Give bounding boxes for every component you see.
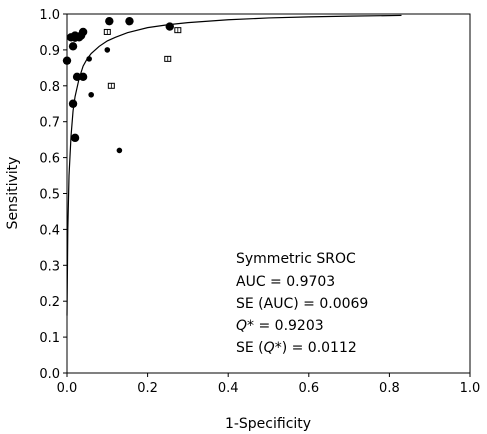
study-point-large bbox=[78, 27, 88, 37]
annotation-se-auc: SE (AUC) = 0.0069 bbox=[236, 296, 368, 312]
x-axis-title: 1-Specificity bbox=[225, 416, 311, 432]
study-point-small bbox=[72, 36, 78, 42]
y-tick-label: 0.5 bbox=[39, 188, 60, 203]
study-point-large bbox=[125, 16, 134, 26]
y-tick-label: 0.1 bbox=[39, 331, 60, 346]
study-point-small bbox=[104, 47, 111, 53]
sroc-curve bbox=[66, 14, 402, 316]
study-point-large bbox=[165, 22, 174, 31]
study-point-large bbox=[70, 133, 80, 143]
annotation-q-star: Q* = 0.9203 bbox=[236, 318, 324, 334]
annotation-se-q-value: *) = 0.0112 bbox=[275, 340, 357, 356]
annotation-q-symbol: Q bbox=[236, 318, 247, 334]
study-point-small bbox=[86, 56, 92, 62]
x-tick-label: 0.6 bbox=[298, 381, 319, 396]
x-axis-ticks: 0.0 0.2 0.4 0.6 0.8 1.0 bbox=[57, 373, 481, 396]
study-point-small bbox=[88, 91, 94, 98]
y-tick-label: 0.6 bbox=[39, 152, 60, 167]
sroc-curve-layer bbox=[66, 14, 402, 316]
annotation-se-q-prefix: SE ( bbox=[236, 340, 264, 356]
annotation-method: Symmetric SROC bbox=[236, 251, 356, 267]
annotation-auc: AUC = 0.9703 bbox=[236, 274, 335, 290]
y-tick-label: 0.4 bbox=[39, 223, 60, 238]
study-point-large bbox=[68, 99, 78, 108]
x-tick-label: 0.2 bbox=[137, 381, 158, 396]
y-tick-label: 0.8 bbox=[39, 80, 60, 95]
x-tick-label: 1.0 bbox=[460, 381, 481, 396]
annotation-se-q-star: SE (Q*) = 0.0112 bbox=[236, 340, 357, 356]
y-tick-label: 0.0 bbox=[39, 367, 60, 382]
study-point-large bbox=[72, 72, 82, 82]
x-tick-label: 0.8 bbox=[379, 381, 400, 396]
study-point-large bbox=[62, 56, 72, 65]
x-tick-label: 0.0 bbox=[57, 381, 78, 396]
study-point-large bbox=[105, 16, 114, 26]
y-tick-label: 0.7 bbox=[39, 116, 60, 131]
y-tick-label: 0.2 bbox=[39, 295, 60, 310]
study-point-large bbox=[68, 42, 78, 51]
annotation-q-value: * = 0.9203 bbox=[247, 318, 324, 334]
y-axis-title: Sensitivity bbox=[5, 157, 21, 230]
y-tick-label: 0.3 bbox=[39, 259, 60, 274]
study-point-small bbox=[116, 147, 123, 154]
x-tick-label: 0.4 bbox=[218, 381, 239, 396]
y-tick-label: 1.0 bbox=[39, 8, 60, 23]
stats-annotation: Symmetric SROC AUC = 0.9703 SE (AUC) = 0… bbox=[236, 251, 368, 356]
study-point-large bbox=[78, 72, 88, 82]
annotation-se-q-symbol: Q bbox=[264, 340, 275, 356]
y-axis-ticks: 0.0 0.1 0.2 0.3 0.4 0.5 0.6 0.7 0.8 0.9 1.0 bbox=[39, 8, 67, 382]
y-tick-label: 0.9 bbox=[39, 44, 60, 59]
study-points-layer bbox=[62, 16, 182, 154]
